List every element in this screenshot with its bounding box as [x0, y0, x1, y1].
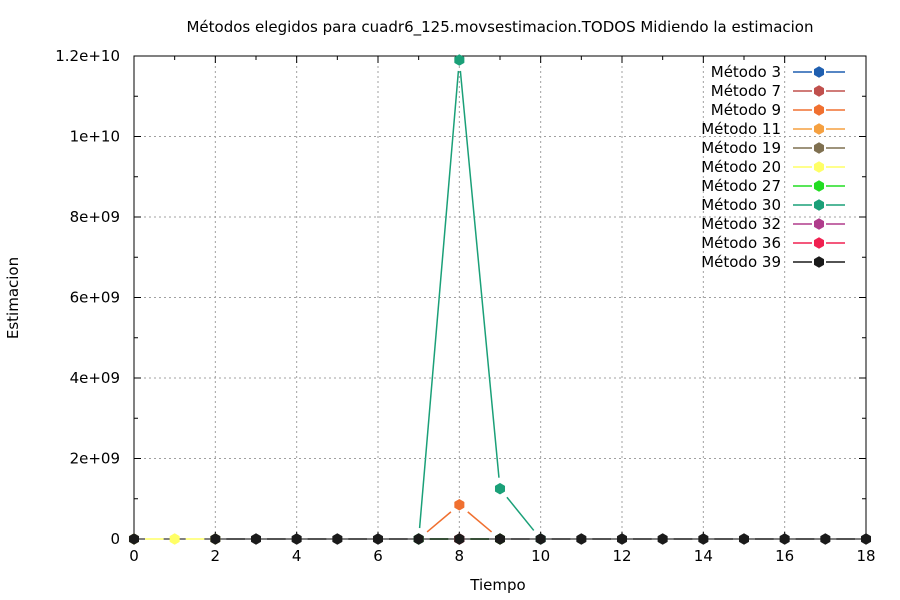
legend-label-m-todo-39: Método 39	[701, 253, 781, 271]
point-m-todo-30	[494, 482, 506, 495]
legend-marker-m-todo-3	[813, 66, 825, 78]
x-tick-label: 16	[775, 547, 794, 565]
y-tick-label: 2e+09	[70, 450, 120, 468]
legend-label-m-todo-27: Método 27	[701, 177, 781, 195]
series-lines	[145, 70, 855, 540]
x-tick-label: 0	[129, 547, 139, 565]
legend-label-m-todo-19: Método 19	[701, 139, 781, 157]
x-tick-label: 2	[211, 547, 221, 565]
legend-label-m-todo-3: Método 3	[711, 63, 781, 81]
point-m-todo-39	[494, 533, 506, 545]
point-m-todo-39	[616, 533, 628, 545]
point-m-todo-39	[250, 533, 262, 545]
x-tick-label: 10	[531, 547, 550, 565]
x-tick-label: 6	[373, 547, 383, 565]
point-m-todo-30	[454, 54, 465, 66]
point-m-todo-39	[860, 533, 872, 545]
series-line-m-todo-30	[418, 70, 460, 529]
legend-marker-m-todo-32	[813, 218, 825, 230]
point-m-todo-9	[454, 499, 465, 511]
point-m-todo-39	[698, 533, 709, 545]
legend-marker-m-todo-27	[813, 180, 825, 192]
point-m-todo-39	[210, 533, 221, 545]
series-line-m-todo-30	[506, 496, 535, 531]
x-tick-label: 18	[856, 547, 875, 565]
point-m-todo-20	[169, 533, 180, 545]
legend-marker-m-todo-7	[813, 85, 825, 97]
point-m-todo-39	[454, 533, 465, 545]
legend-label-m-todo-36: Método 36	[701, 234, 781, 252]
x-tick-label: 14	[694, 547, 713, 565]
point-m-todo-39	[657, 533, 668, 545]
point-m-todo-39	[820, 533, 831, 545]
grid	[134, 56, 866, 539]
legend-label-m-todo-30: Método 30	[701, 196, 781, 214]
series-line-m-todo-9	[426, 511, 452, 533]
y-tick-label: 4e+09	[70, 369, 120, 387]
point-m-todo-39	[535, 533, 546, 545]
legend-marker-m-todo-39	[813, 256, 825, 268]
legend-label-m-todo-9: Método 9	[711, 101, 781, 119]
y-tick-label: 1e+10	[70, 128, 120, 146]
x-tick-label: 8	[455, 547, 465, 565]
point-m-todo-39	[372, 533, 384, 545]
series-line-m-todo-30	[459, 70, 500, 478]
x-tick-label: 12	[612, 547, 631, 565]
point-m-todo-39	[576, 533, 587, 545]
legend-marker-m-todo-36	[813, 237, 825, 249]
series-line-m-todo-9	[467, 511, 493, 533]
x-axis-label: Tiempo	[469, 576, 525, 594]
legend-marker-m-todo-20	[813, 161, 825, 173]
point-m-todo-39	[738, 533, 750, 545]
legend-label-m-todo-11: Método 11	[701, 120, 781, 138]
y-tick-label: 0	[110, 530, 120, 548]
y-tick-label: 6e+09	[70, 289, 120, 307]
legend-marker-m-todo-30	[813, 199, 825, 211]
y-tick-label: 1.2e+10	[55, 47, 120, 65]
x-tick-label: 4	[292, 547, 302, 565]
legend-marker-m-todo-11	[813, 123, 825, 135]
chart-title: Métodos elegidos para cuadr6_125.movsest…	[186, 18, 813, 37]
legend-label-m-todo-32: Método 32	[701, 215, 781, 233]
y-axis-label: Estimacion	[4, 257, 22, 339]
y-tick-label: 8e+09	[70, 208, 120, 226]
legend-marker-m-todo-19	[813, 142, 825, 154]
point-m-todo-39	[332, 533, 343, 545]
series-points	[128, 54, 872, 545]
legend-label-m-todo-20: Método 20	[701, 158, 781, 176]
legend-label-m-todo-7: Método 7	[711, 82, 781, 100]
point-m-todo-39	[291, 533, 302, 545]
point-m-todo-39	[128, 533, 140, 545]
point-m-todo-39	[413, 533, 424, 545]
legend-marker-m-todo-9	[813, 104, 825, 116]
point-m-todo-39	[779, 533, 790, 545]
